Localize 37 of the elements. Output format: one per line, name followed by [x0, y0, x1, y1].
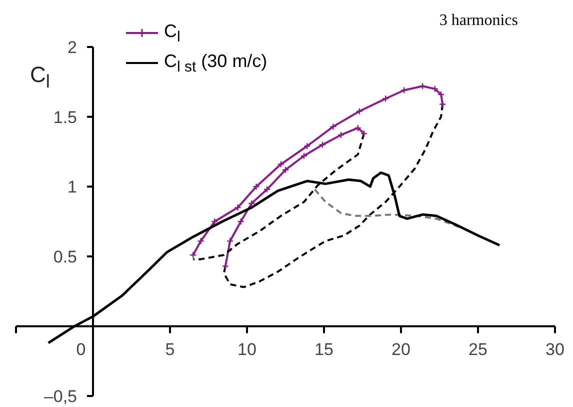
- point: [431, 85, 438, 92]
- point: [382, 95, 390, 102]
- y-tick-label: 1: [68, 178, 77, 197]
- x-tick-label: 30: [546, 340, 564, 360]
- point: [226, 237, 234, 245]
- x-tick-label: 15: [314, 340, 334, 360]
- legend-label: C$_{l st}$ (30 m/c): [164, 50, 268, 76]
- point: [263, 186, 271, 193]
- point: [300, 152, 308, 160]
- y-tick-label: –0,5: [44, 387, 77, 406]
- point: [400, 86, 408, 94]
- point: [197, 237, 204, 245]
- point: [211, 218, 218, 226]
- x-tick-label: 20: [392, 340, 410, 360]
- y-axis-title: C$_{l}$: [30, 62, 50, 92]
- point: [337, 131, 345, 139]
- line-series: [314, 188, 461, 228]
- x-tick-label: 5: [165, 340, 175, 360]
- point: [354, 124, 362, 132]
- y-tick-label: 0.5: [53, 247, 77, 266]
- point: [437, 90, 445, 98]
- x-tick-label: 0: [76, 340, 86, 360]
- y-tick-label: 2: [68, 38, 77, 57]
- point: [234, 204, 242, 212]
- y-tick-label: 1.5: [53, 108, 77, 127]
- point: [303, 142, 311, 150]
- point: [252, 183, 260, 190]
- point: [356, 108, 364, 115]
- point: [330, 122, 337, 130]
- point: [237, 218, 244, 226]
- text: 3 harmonics: [439, 12, 518, 30]
- x-tick-label: 10: [238, 340, 256, 360]
- point: [418, 82, 426, 90]
- point: [248, 200, 256, 207]
- point: [318, 141, 326, 148]
- legend-label: C$_{l}$: [164, 20, 180, 46]
- x-tick-label: 25: [468, 340, 488, 360]
